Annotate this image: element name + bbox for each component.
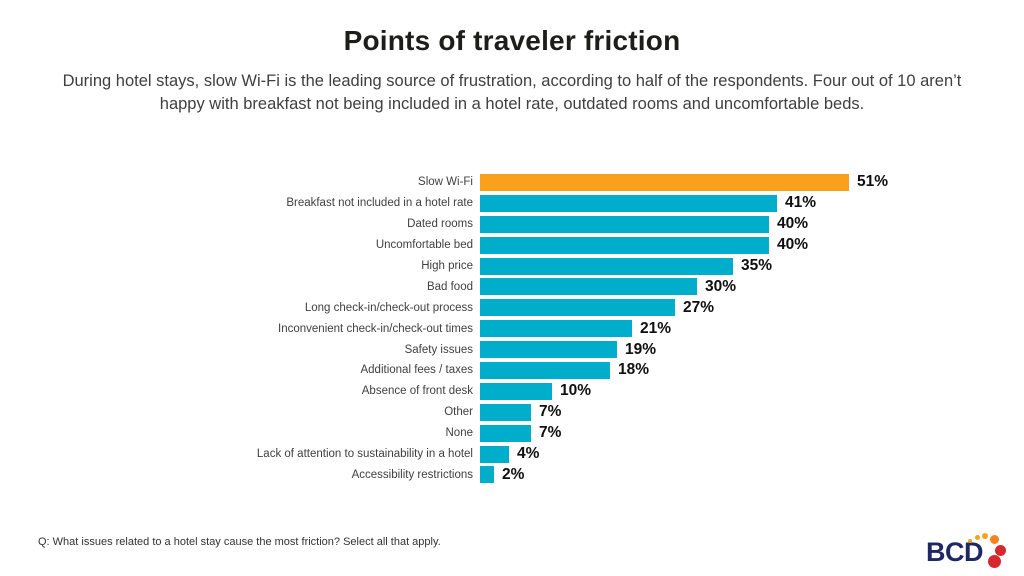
chart-row: Accessibility restrictions 2% [30,464,994,485]
logo-dot-icon [988,555,1001,568]
page-title: Points of traveler friction [343,25,681,56]
category-label: Dated rooms [407,218,473,231]
bar-track: 7% [480,423,994,444]
chart-row: High price 35% [30,256,994,277]
value-label: 10% [560,382,592,400]
bar [480,403,531,421]
bar-track: 41% [480,193,994,214]
value-label: 35% [741,257,773,274]
logo-dot-icon [975,535,980,540]
bcd-logo-text: BCD [926,537,984,567]
bar [480,215,769,233]
bar-track: 30% [480,276,994,297]
bar-track: 19% [480,339,994,360]
bar-chart: Slow Wi-Fi 51% Breakfast not included in… [30,172,994,485]
bar [480,257,733,275]
value-label: 41% [785,194,817,212]
bar [480,445,509,463]
category-label: Other [444,406,473,419]
bar-track: 51% [480,172,994,193]
bar-track: 18% [480,360,994,381]
bar-track: 7% [480,402,994,423]
category-label: Breakfast not included in a hotel rate [286,197,473,210]
logo-dot-icon [968,539,972,543]
bar [480,424,531,442]
category-label: Safety issues [404,343,473,356]
value-label: 7% [539,403,562,421]
category-label: Inconvenient check-in/check-out times [278,322,473,335]
chart-row: Inconvenient check-in/check-out times 21… [30,318,994,339]
logo-dot-icon [982,533,988,539]
bar-track: 35% [480,256,994,277]
bar-track: 27% [480,297,994,318]
value-label: 18% [618,361,650,379]
bar-track: 4% [480,444,994,465]
bar [480,320,632,338]
bar [480,341,617,359]
value-label: 19% [625,340,657,358]
chart-row: Absence of front desk 10% [30,381,994,402]
value-label: 51% [857,173,889,191]
chart-row: Uncomfortable bed 40% [30,235,994,256]
category-label: Long check-in/check-out process [304,301,473,314]
question-footnote: Q: What issues related to a hotel stay c… [38,536,441,548]
bar [480,194,777,212]
chart-row: Dated rooms 40% [30,214,994,235]
value-label: 40% [777,215,809,233]
chart-subtitle: During hotel stays, slow Wi-Fi is the le… [62,72,962,113]
chart-row: Safety issues 19% [30,339,994,360]
value-label: 7% [539,424,562,442]
bcd-logo: BCD [926,528,1008,570]
category-label: Additional fees / taxes [360,364,473,377]
logo-dot-icon [995,545,1006,556]
category-label: Uncomfortable bed [375,239,473,252]
value-label: 4% [517,445,540,463]
value-label: 40% [777,236,809,254]
category-label: None [445,427,474,440]
chart-row: Other 7% [30,402,994,423]
chart-row: Additional fees / taxes 18% [30,360,994,381]
category-label: High price [421,260,473,272]
chart-row: None 7% [30,423,994,444]
category-label: Absence of front desk [361,385,473,398]
bar [480,466,494,484]
bar-track: 10% [480,381,994,402]
chart-row: Lack of attention to sustainability in a… [30,444,994,465]
chart-row: Bad food 30% [30,276,994,297]
bar [480,278,697,296]
bar-track: 2% [480,464,994,485]
chart-row: Breakfast not included in a hotel rate 4… [30,193,994,214]
bar [480,361,610,379]
value-label: 2% [502,465,525,483]
bar [480,236,769,254]
category-label: Slow Wi-Fi [418,176,473,189]
value-label: 21% [640,319,672,337]
bar [480,173,849,191]
category-label: Bad food [426,280,473,293]
bar-track: 40% [480,235,994,256]
bar [480,382,552,400]
chart-row: Slow Wi-Fi 51% [30,172,994,193]
category-label: Accessibility restrictions [351,468,473,481]
category-label: Lack of attention to sustainability in a… [256,448,473,461]
bar-track: 21% [480,318,994,339]
chart-row: Long check-in/check-out process 27% [30,297,994,318]
value-label: 27% [683,298,715,316]
logo-dot-icon [990,535,999,544]
bar-track: 40% [480,214,994,235]
value-label: 30% [705,277,737,295]
bar [480,299,675,317]
